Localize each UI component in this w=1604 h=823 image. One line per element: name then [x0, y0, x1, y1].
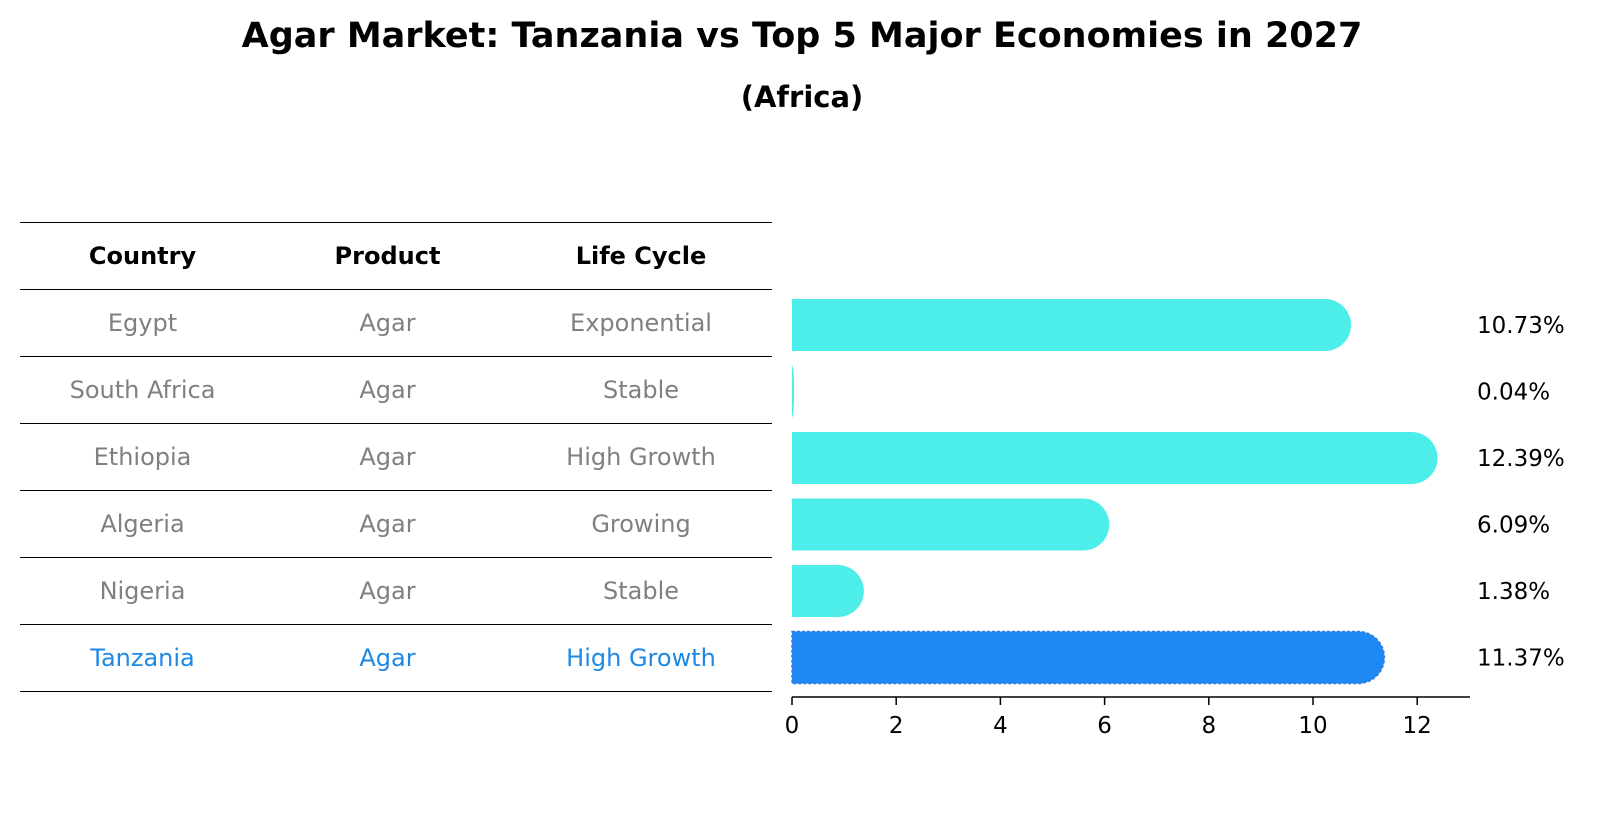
info-table: Country Product Life Cycle Egypt Agar Ex… [20, 222, 772, 692]
bar-nigeria [792, 565, 864, 617]
value-label: 0.04% [1477, 380, 1550, 406]
cell-country: Nigeria [20, 557, 265, 625]
cell-country: South Africa [20, 356, 265, 424]
table-row: Algeria Agar Growing [20, 490, 772, 558]
bar-south-africa [792, 365, 795, 418]
x-tick-label: 6 [1097, 713, 1112, 739]
cell-country: Tanzania [20, 624, 265, 692]
value-label: 12.39% [1477, 446, 1565, 472]
cell-product: Agar [265, 557, 510, 625]
header-life-cycle: Life Cycle [510, 222, 772, 290]
cell-life-cycle: Stable [510, 356, 772, 424]
x-tick-label: 8 [1201, 713, 1216, 739]
bar-algeria [792, 498, 1110, 551]
value-label: 6.09% [1477, 513, 1550, 539]
table-row: Ethiopia Agar High Growth [20, 423, 772, 491]
value-label: 11.37% [1477, 646, 1565, 672]
cell-life-cycle: High Growth [510, 624, 772, 692]
table-row: Nigeria Agar Stable [20, 557, 772, 625]
cell-country: Ethiopia [20, 423, 265, 491]
cell-product: Agar [265, 356, 510, 424]
cell-life-cycle: High Growth [510, 423, 772, 491]
value-label: 1.38% [1477, 579, 1550, 605]
value-label: 10.73% [1477, 313, 1565, 339]
x-tick-label: 0 [785, 713, 800, 739]
bar-egypt [792, 299, 1352, 351]
cell-product: Agar [265, 289, 510, 357]
x-tick-label: 10 [1298, 713, 1327, 739]
x-tick-label: 12 [1403, 713, 1432, 739]
header-country: Country [20, 222, 265, 290]
table-row-highlight: Tanzania Agar High Growth [20, 624, 772, 692]
chart-title: Agar Market: Tanzania vs Top 5 Major Eco… [241, 16, 1363, 56]
cell-country: Egypt [20, 289, 265, 357]
table-row: Egypt Agar Exponential [20, 289, 772, 357]
cell-product: Agar [265, 624, 510, 692]
cell-product: Agar [265, 423, 510, 491]
bar-ethiopia [792, 432, 1438, 484]
cell-life-cycle: Exponential [510, 289, 772, 357]
chart-subtitle: (Africa) [740, 80, 864, 114]
x-tick-label: 2 [889, 713, 904, 739]
cell-life-cycle: Stable [510, 557, 772, 625]
header-product: Product [265, 222, 510, 290]
cell-country: Algeria [20, 490, 265, 558]
x-tick-label: 4 [993, 713, 1008, 739]
cell-life-cycle: Growing [510, 490, 772, 558]
bar-tanzania [791, 630, 1386, 685]
cell-product: Agar [265, 490, 510, 558]
table-header-row: Country Product Life Cycle [20, 222, 772, 290]
table-row: South Africa Agar Stable [20, 356, 772, 424]
